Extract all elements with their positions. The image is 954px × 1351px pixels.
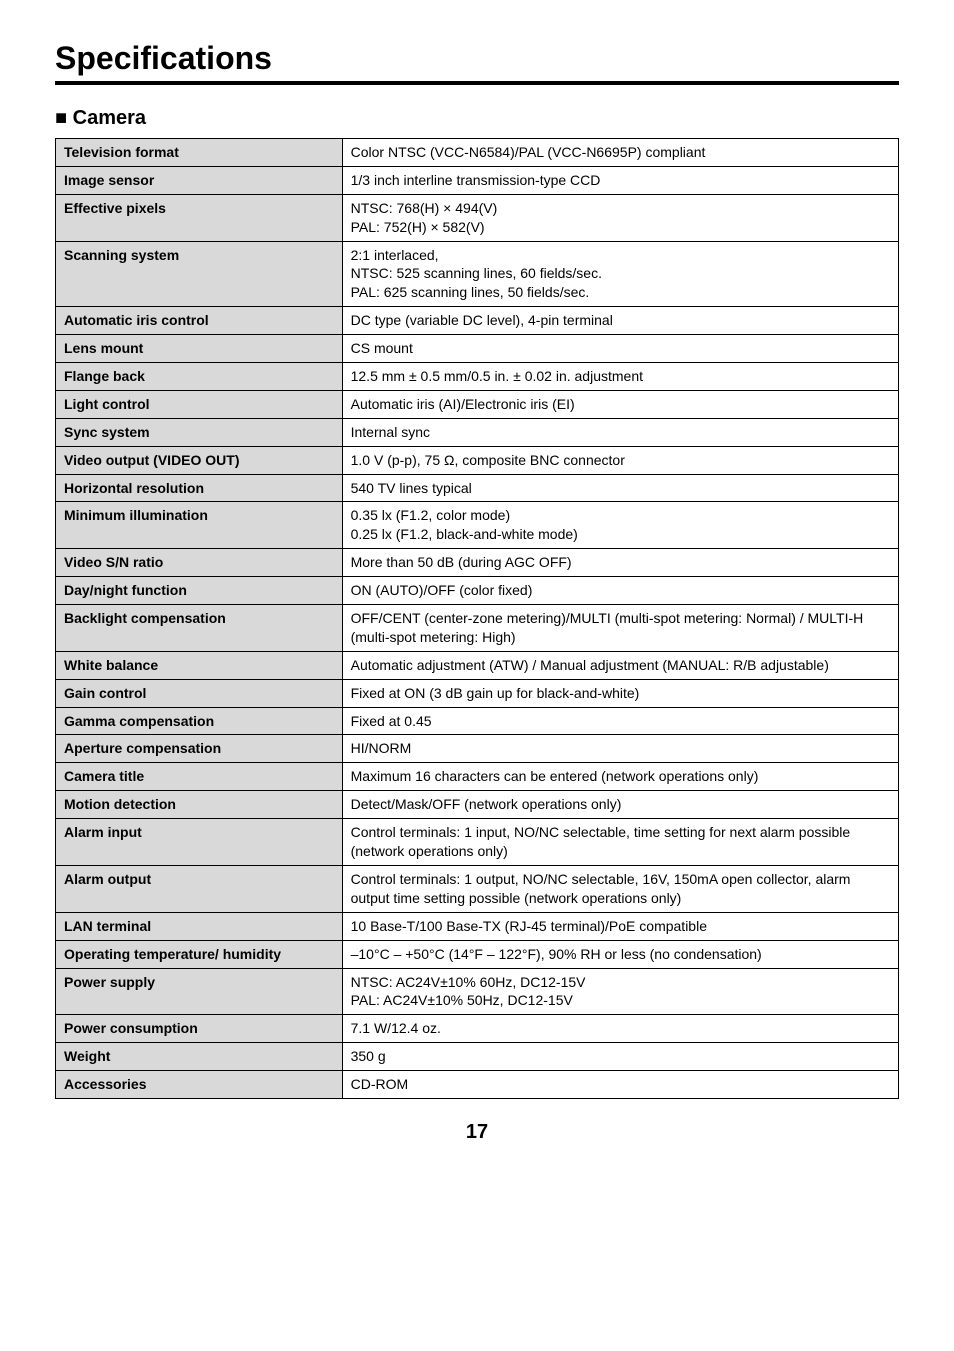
table-row: Minimum illumination0.35 lx (F1.2, color…	[56, 502, 899, 549]
page-number: 17	[55, 1121, 899, 1144]
page-title: Specifications	[55, 40, 899, 77]
specifications-table: Television formatColor NTSC (VCC-N6584)/…	[55, 138, 899, 1099]
table-row: Light controlAutomatic iris (AI)/Electro…	[56, 390, 899, 418]
spec-value: CS mount	[342, 335, 898, 363]
table-row: Image sensor1/3 inch interline transmiss…	[56, 166, 899, 194]
spec-label: White balance	[56, 651, 343, 679]
spec-label: Camera title	[56, 763, 343, 791]
table-row: Gamma compensationFixed at 0.45	[56, 707, 899, 735]
spec-label: Scanning system	[56, 241, 343, 307]
table-row: Television formatColor NTSC (VCC-N6584)/…	[56, 139, 899, 167]
table-row: Flange back12.5 mm ± 0.5 mm/0.5 in. ± 0.…	[56, 363, 899, 391]
spec-value: HI/NORM	[342, 735, 898, 763]
spec-label: Flange back	[56, 363, 343, 391]
spec-label: Motion detection	[56, 791, 343, 819]
table-row: Alarm inputControl terminals: 1 input, N…	[56, 819, 899, 866]
table-row: Gain controlFixed at ON (3 dB gain up fo…	[56, 679, 899, 707]
spec-label: Gamma compensation	[56, 707, 343, 735]
spec-label: Image sensor	[56, 166, 343, 194]
table-row: Alarm outputControl terminals: 1 output,…	[56, 865, 899, 912]
table-row: AccessoriesCD-ROM	[56, 1071, 899, 1099]
spec-label: Television format	[56, 139, 343, 167]
spec-value: 0.35 lx (F1.2, color mode) 0.25 lx (F1.2…	[342, 502, 898, 549]
spec-label: Horizontal resolution	[56, 474, 343, 502]
spec-value: Maximum 16 characters can be entered (ne…	[342, 763, 898, 791]
spec-label: Power supply	[56, 968, 343, 1015]
spec-label: Light control	[56, 390, 343, 418]
spec-value: DC type (variable DC level), 4-pin termi…	[342, 307, 898, 335]
spec-value: Fixed at ON (3 dB gain up for black-and-…	[342, 679, 898, 707]
spec-label: Video S/N ratio	[56, 549, 343, 577]
spec-value: 1.0 V (p-p), 75 Ω, composite BNC connect…	[342, 446, 898, 474]
spec-label: Operating temperature/ humidity	[56, 940, 343, 968]
table-row: Power consumption7.1 W/12.4 oz.	[56, 1015, 899, 1043]
spec-value: Automatic adjustment (ATW) / Manual adju…	[342, 651, 898, 679]
spec-label: Weight	[56, 1043, 343, 1071]
table-row: Video S/N ratioMore than 50 dB (during A…	[56, 549, 899, 577]
table-row: Weight350 g	[56, 1043, 899, 1071]
spec-value: 7.1 W/12.4 oz.	[342, 1015, 898, 1043]
spec-value: ON (AUTO)/OFF (color fixed)	[342, 577, 898, 605]
spec-value: Detect/Mask/OFF (network operations only…	[342, 791, 898, 819]
table-row: Lens mountCS mount	[56, 335, 899, 363]
spec-value: Internal sync	[342, 418, 898, 446]
spec-label: Day/night function	[56, 577, 343, 605]
spec-label: Gain control	[56, 679, 343, 707]
table-row: Effective pixelsNTSC: 768(H) × 494(V) PA…	[56, 194, 899, 241]
spec-value: Color NTSC (VCC-N6584)/PAL (VCC-N6695P) …	[342, 139, 898, 167]
spec-value: NTSC: AC24V±10% 60Hz, DC12-15V PAL: AC24…	[342, 968, 898, 1015]
spec-value: More than 50 dB (during AGC OFF)	[342, 549, 898, 577]
spec-value: CD-ROM	[342, 1071, 898, 1099]
table-row: Scanning system2:1 interlaced, NTSC: 525…	[56, 241, 899, 307]
spec-label: Lens mount	[56, 335, 343, 363]
title-rule	[55, 81, 899, 85]
table-row: White balanceAutomatic adjustment (ATW) …	[56, 651, 899, 679]
specifications-table-body: Television formatColor NTSC (VCC-N6584)/…	[56, 139, 899, 1099]
spec-label: Aperture compensation	[56, 735, 343, 763]
table-row: Sync systemInternal sync	[56, 418, 899, 446]
spec-label: Automatic iris control	[56, 307, 343, 335]
table-row: LAN terminal10 Base-T/100 Base-TX (RJ-45…	[56, 912, 899, 940]
spec-value: 2:1 interlaced, NTSC: 525 scanning lines…	[342, 241, 898, 307]
spec-value: Control terminals: 1 input, NO/NC select…	[342, 819, 898, 866]
spec-value: NTSC: 768(H) × 494(V) PAL: 752(H) × 582(…	[342, 194, 898, 241]
spec-value: 12.5 mm ± 0.5 mm/0.5 in. ± 0.02 in. adju…	[342, 363, 898, 391]
spec-value: –10°C – +50°C (14°F – 122°F), 90% RH or …	[342, 940, 898, 968]
spec-value: Automatic iris (AI)/Electronic iris (EI)	[342, 390, 898, 418]
spec-value: Control terminals: 1 output, NO/NC selec…	[342, 865, 898, 912]
spec-value: Fixed at 0.45	[342, 707, 898, 735]
spec-label: LAN terminal	[56, 912, 343, 940]
spec-label: Sync system	[56, 418, 343, 446]
table-row: Day/night functionON (AUTO)/OFF (color f…	[56, 577, 899, 605]
table-row: Operating temperature/ humidity–10°C – +…	[56, 940, 899, 968]
spec-label: Effective pixels	[56, 194, 343, 241]
spec-value: 540 TV lines typical	[342, 474, 898, 502]
spec-value: OFF/CENT (center-zone metering)/MULTI (m…	[342, 605, 898, 652]
table-row: Video output (VIDEO OUT)1.0 V (p-p), 75 …	[56, 446, 899, 474]
table-row: Aperture compensationHI/NORM	[56, 735, 899, 763]
spec-label: Video output (VIDEO OUT)	[56, 446, 343, 474]
table-row: Horizontal resolution540 TV lines typica…	[56, 474, 899, 502]
table-row: Camera titleMaximum 16 characters can be…	[56, 763, 899, 791]
section-heading-camera: ■ Camera	[55, 107, 899, 130]
table-row: Backlight compensationOFF/CENT (center-z…	[56, 605, 899, 652]
spec-value: 10 Base-T/100 Base-TX (RJ-45 terminal)/P…	[342, 912, 898, 940]
spec-label: Accessories	[56, 1071, 343, 1099]
table-row: Automatic iris controlDC type (variable …	[56, 307, 899, 335]
spec-label: Backlight compensation	[56, 605, 343, 652]
table-row: Motion detectionDetect/Mask/OFF (network…	[56, 791, 899, 819]
spec-value: 1/3 inch interline transmission-type CCD	[342, 166, 898, 194]
spec-label: Minimum illumination	[56, 502, 343, 549]
spec-label: Alarm output	[56, 865, 343, 912]
table-row: Power supplyNTSC: AC24V±10% 60Hz, DC12-1…	[56, 968, 899, 1015]
spec-label: Power consumption	[56, 1015, 343, 1043]
spec-label: Alarm input	[56, 819, 343, 866]
spec-value: 350 g	[342, 1043, 898, 1071]
